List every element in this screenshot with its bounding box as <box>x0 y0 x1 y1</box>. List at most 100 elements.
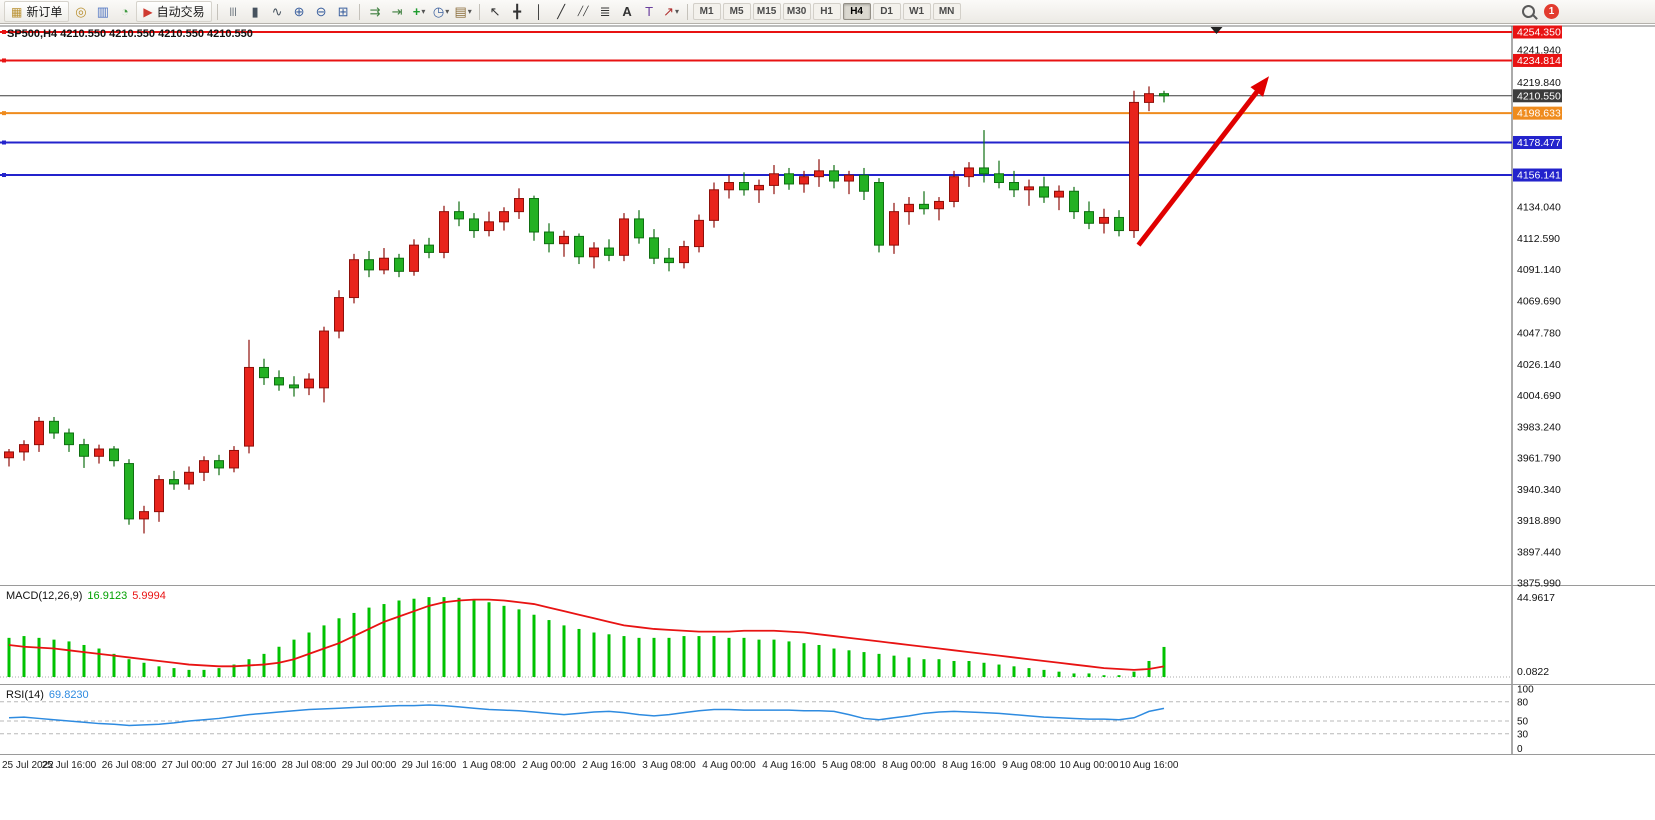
svg-text:25 Jul 16:00: 25 Jul 16:00 <box>42 760 97 771</box>
auto-scroll-glyph: ⇉ <box>369 4 381 19</box>
text-icon[interactable]: A <box>617 2 638 22</box>
horizontal-level-lines[interactable]: 4254.350 4234.814 4210.550 4198.633 4178.477… <box>0 25 1562 182</box>
rsi-chart-area[interactable] <box>0 685 1512 754</box>
svg-text:1 Aug 08:00: 1 Aug 08:00 <box>462 760 516 771</box>
timeframe-button-d1[interactable]: D1 <box>872 3 901 20</box>
macd-name: MACD(12,26,9) <box>6 590 83 602</box>
svg-text:0: 0 <box>1517 744 1523 755</box>
strategy-tester-icon[interactable]: ◔ <box>114 2 135 22</box>
macd-signal-value: 5.9994 <box>132 590 166 602</box>
price-axis[interactable] <box>1512 26 1655 755</box>
svg-text:29 Jul 00:00: 29 Jul 00:00 <box>342 760 397 771</box>
tile-windows-glyph: ⊞ <box>337 4 349 19</box>
cursor-glyph: ↖ <box>489 4 501 19</box>
macd-chart-area[interactable] <box>0 586 1512 684</box>
chart-area[interactable]: SP500,H4 4210.550 4210.550 4210.550 4210… <box>0 24 1655 820</box>
autotrade-button[interactable]: ▶ 自动交易 <box>136 1 212 22</box>
periods-icon[interactable]: ◷ ▾ <box>431 2 452 22</box>
arrows-icon[interactable]: ↗ ▾ <box>661 2 682 22</box>
new-order-glyph: ▦ <box>11 4 23 19</box>
svg-text:4178.477: 4178.477 <box>1517 137 1561 149</box>
cursor-icon[interactable]: ↖ <box>485 2 506 22</box>
timeframe-button-m5[interactable]: M5 <box>722 3 751 20</box>
new-order-button[interactable]: ▦ 新订单 <box>4 1 70 22</box>
timeframe-button-m15[interactable]: M15 <box>752 3 781 20</box>
auto-scroll-icon[interactable]: ⇉ <box>365 2 386 22</box>
search-icon[interactable] <box>1522 5 1535 18</box>
new-order-button-label: 新订单 <box>26 5 63 19</box>
chart-shift-glyph: ⇥ <box>391 4 403 19</box>
chart-shift-icon[interactable]: ⇥ <box>387 2 408 22</box>
svg-text:4134.040: 4134.040 <box>1517 202 1561 214</box>
trend-arrow-annotation[interactable] <box>1136 76 1270 247</box>
price-axis-labels: 4241.940 4219.840 4134.040 4112.590 4091.140… <box>1517 45 1561 590</box>
svg-text:26 Jul 08:00: 26 Jul 08:00 <box>102 760 157 771</box>
svg-text:44.9617: 44.9617 <box>1517 592 1555 604</box>
market-watch-icon[interactable]: ▥ <box>92 2 113 22</box>
trendline-icon[interactable]: ╱ <box>551 2 572 22</box>
tile-windows-icon[interactable]: ⊞ <box>333 2 354 22</box>
indicators-icon[interactable]: + ▾ <box>409 2 430 22</box>
timeframe-button-h4[interactable]: H4 <box>842 3 871 20</box>
candlestick-type-icon[interactable]: ▮ <box>245 2 266 22</box>
templates-icon[interactable]: ▤ ▾ <box>453 2 474 22</box>
svg-text:8 Aug 00:00: 8 Aug 00:00 <box>882 760 936 771</box>
main-chart-area[interactable] <box>0 26 1512 585</box>
timeframe-button-m1[interactable]: M1 <box>692 3 721 20</box>
text-label-icon[interactable]: T <box>639 2 660 22</box>
svg-text:4254.350: 4254.350 <box>1517 27 1561 39</box>
svg-text:3875.990: 3875.990 <box>1517 578 1561 590</box>
zoom-out-icon[interactable]: ⊖ <box>311 2 332 22</box>
timeframe-button-h1[interactable]: H1 <box>812 3 841 20</box>
svg-text:50: 50 <box>1517 717 1529 728</box>
fibonacci-icon[interactable]: ≣ <box>595 2 616 22</box>
svg-text:2 Aug 00:00: 2 Aug 00:00 <box>522 760 576 771</box>
svg-text:25 Jul 2022: 25 Jul 2022 <box>2 760 54 771</box>
text-glyph: A <box>622 4 632 19</box>
vertical-line-icon[interactable]: │ <box>529 2 550 22</box>
svg-text:4047.780: 4047.780 <box>1517 327 1561 339</box>
line-chart-type-icon[interactable]: ∿ <box>267 2 288 22</box>
svg-text:28 Jul 08:00: 28 Jul 08:00 <box>282 760 337 771</box>
rsi-value: 69.8230 <box>48 689 89 701</box>
crosshair-icon[interactable]: ╋ <box>507 2 528 22</box>
channel-glyph: ╱╱ <box>577 6 589 16</box>
macd-indicator-label: MACD(12,26,9) 16.9123 5.9994 <box>6 590 166 602</box>
svg-text:4112.590: 4112.590 <box>1517 233 1560 245</box>
channel-icon[interactable]: ╱╱ <box>573 2 594 22</box>
trendline-glyph: ╱ <box>557 4 566 19</box>
macd-pane[interactable]: 44.9617 0.0822 <box>0 592 1555 678</box>
svg-text:4210.550: 4210.550 <box>1517 90 1561 102</box>
svg-text:3918.890: 3918.890 <box>1517 515 1561 527</box>
caret-down-icon: ▾ <box>467 7 472 16</box>
toolbar-separator <box>358 3 360 20</box>
toolbar: ▦ 新订单 ◎ ▥ ◔ ▶ 自动交易 ||| ▮ ∿ ⊕ ⊖ ⊞ ⇉ ⇥ + ▾ ◷ ▾ ▤ ▾ ↖ ╋ │ ╱ ╱╱ ≣ A T ↗ ▾ M… <box>0 0 1655 24</box>
alerts-glyph: ◎ <box>75 4 87 19</box>
chart-canvas[interactable]: 4241.940 4219.840 4134.040 4112.590 4091.140… <box>0 24 1655 820</box>
svg-text:100: 100 <box>1517 685 1534 696</box>
fibonacci-glyph: ≣ <box>599 4 611 19</box>
timeframe-button-mn[interactable]: MN <box>932 3 961 20</box>
alerts-icon[interactable]: ◎ <box>70 2 91 22</box>
candlesticks <box>4 86 1169 534</box>
rsi-pane[interactable]: 10080 5030 0 <box>0 685 1534 756</box>
timeframe-button-m30[interactable]: M30 <box>782 3 811 20</box>
svg-text:3961.790: 3961.790 <box>1517 453 1561 465</box>
notification-badge[interactable]: 1 <box>1544 4 1559 19</box>
svg-text:4 Aug 16:00: 4 Aug 16:00 <box>762 760 816 771</box>
symbol-ohlc-label: SP500,H4 4210.550 4210.550 4210.550 4210… <box>7 28 253 40</box>
text-label-glyph: T <box>645 4 654 19</box>
bar-chart-type-icon[interactable]: ||| <box>223 2 244 22</box>
svg-text:3897.440: 3897.440 <box>1517 546 1561 558</box>
svg-text:4 Aug 00:00: 4 Aug 00:00 <box>702 760 756 771</box>
caret-down-icon: ▾ <box>421 7 426 16</box>
zoom-in-icon[interactable]: ⊕ <box>289 2 310 22</box>
svg-text:30: 30 <box>1517 729 1529 740</box>
toolbar-separator <box>216 3 218 20</box>
timeframe-button-w1[interactable]: W1 <box>902 3 931 20</box>
svg-text:4004.690: 4004.690 <box>1517 390 1561 402</box>
rsi-name: RSI(14) <box>6 689 44 701</box>
svg-text:9 Aug 08:00: 9 Aug 08:00 <box>1002 760 1056 771</box>
rsi-indicator-label: RSI(14) 69.8230 <box>6 689 89 701</box>
